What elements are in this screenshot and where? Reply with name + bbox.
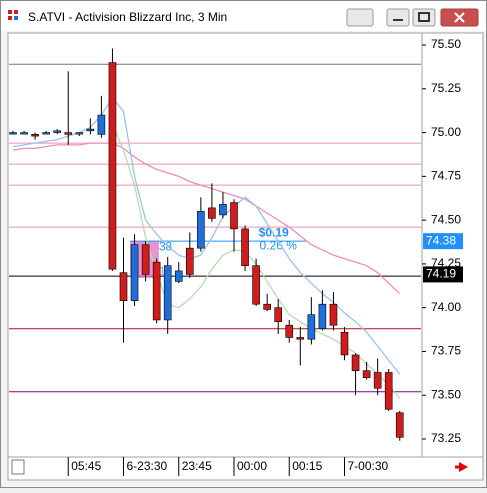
price-tag-label: 74.19 bbox=[426, 267, 456, 281]
app-icon bbox=[8, 10, 18, 20]
candle-body bbox=[64, 132, 73, 135]
y-tick-label: 73.75 bbox=[431, 344, 461, 358]
candle-body bbox=[329, 303, 338, 326]
y-tick-label: 74.00 bbox=[431, 300, 461, 314]
candle-body bbox=[340, 331, 349, 356]
candle-body bbox=[307, 314, 316, 340]
candle-body bbox=[395, 412, 404, 438]
candle-body bbox=[130, 244, 139, 301]
measure-change: $0.19 bbox=[259, 225, 289, 239]
candle-body bbox=[141, 244, 150, 275]
candle-body bbox=[252, 265, 260, 305]
candle-body bbox=[263, 303, 271, 310]
x-tick-label: 23:45 bbox=[182, 459, 212, 473]
candle-body bbox=[152, 261, 161, 321]
candle-body bbox=[230, 202, 238, 230]
price-tag bbox=[423, 266, 463, 283]
candle-body bbox=[75, 132, 84, 135]
candle-body bbox=[285, 324, 294, 338]
candle-body bbox=[31, 134, 39, 137]
candle-body bbox=[97, 114, 106, 135]
candle-body bbox=[219, 204, 227, 216]
x-axis-area bbox=[7, 456, 484, 481]
candle-body bbox=[197, 211, 205, 249]
price-tag-label: 74.38 bbox=[426, 233, 456, 247]
candle-body bbox=[274, 307, 283, 322]
y-tick-label: 73.50 bbox=[431, 387, 461, 401]
candle-body bbox=[53, 130, 62, 133]
candle-body bbox=[318, 303, 327, 329]
x-tick-label: 6-23:30 bbox=[127, 459, 168, 473]
candle-body bbox=[20, 132, 28, 135]
scroll-arrow[interactable] bbox=[455, 462, 468, 472]
indicator-line bbox=[12, 142, 401, 295]
minimize-button[interactable] bbox=[386, 8, 410, 27]
window-title: S.ATVI - Activision Blizzard Inc, 3 Min bbox=[28, 10, 227, 24]
maximize-button[interactable] bbox=[412, 8, 436, 27]
scroll-box[interactable] bbox=[11, 459, 25, 475]
candle-body bbox=[163, 265, 172, 321]
x-tick-label: 05:45 bbox=[71, 459, 101, 473]
candle-body bbox=[86, 128, 95, 132]
candle-body bbox=[384, 372, 393, 410]
link-button[interactable] bbox=[346, 8, 374, 27]
y-tick-label: 74.50 bbox=[431, 212, 461, 226]
candle-body bbox=[9, 132, 17, 135]
candle-body bbox=[186, 247, 194, 275]
x-tick-label: 00:15 bbox=[292, 459, 322, 473]
measure-bars: 38 bbox=[159, 239, 173, 253]
candle-body bbox=[373, 372, 382, 389]
y-tick-label: 75.00 bbox=[431, 125, 461, 139]
y-tick-label: 75.25 bbox=[431, 81, 461, 95]
candle-body bbox=[208, 207, 216, 219]
x-tick-label: 00:00 bbox=[237, 459, 267, 473]
candle-body bbox=[362, 370, 371, 379]
x-tick-label: 7-00:30 bbox=[348, 459, 389, 473]
plot-area bbox=[7, 32, 423, 458]
candle-body bbox=[241, 228, 249, 266]
candle-body bbox=[108, 62, 117, 270]
candle-body bbox=[296, 337, 305, 340]
candle-body bbox=[351, 354, 360, 372]
price-tag bbox=[423, 233, 463, 250]
candle-body bbox=[42, 132, 50, 135]
measure-percent: 0.26 % bbox=[260, 238, 298, 252]
y-tick-label: 73.25 bbox=[431, 431, 461, 445]
candle-body bbox=[119, 272, 128, 301]
candle-body bbox=[174, 270, 183, 282]
y-tick-label: 75.50 bbox=[431, 37, 461, 51]
y-tick-label: 74.75 bbox=[431, 169, 461, 183]
